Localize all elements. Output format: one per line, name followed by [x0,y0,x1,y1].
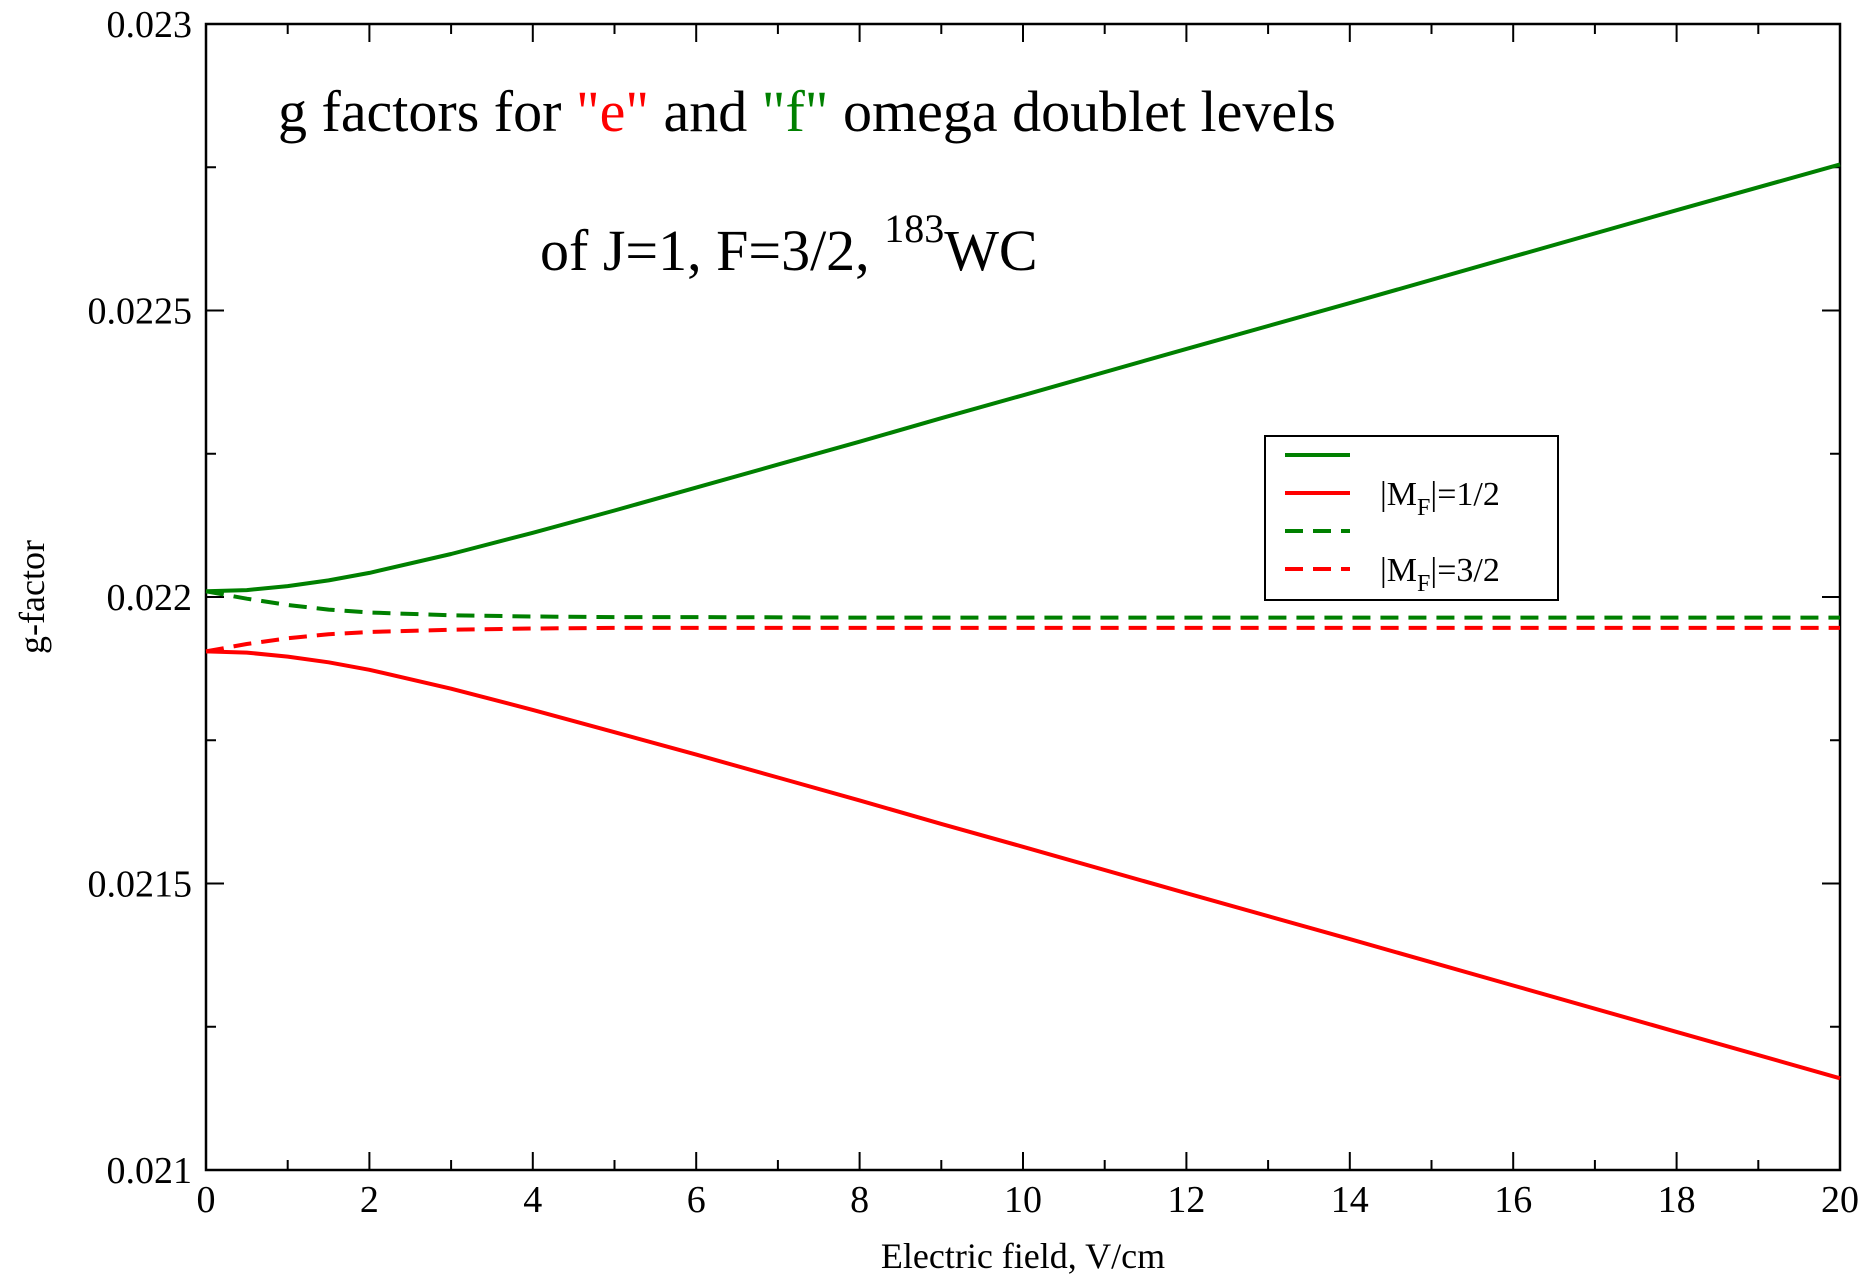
minor-ticks [206,24,1840,1170]
y-tick-label: 0.0225 [88,291,193,333]
series-line-3 [205,625,1840,654]
y-axis-label: g-factor [12,540,52,654]
x-tick-label: 10 [1004,1179,1042,1221]
title-part-3: "f" [762,79,829,144]
x-tick-label: 20 [1821,1179,1859,1221]
x-axis-label: Electric field, V/cm [881,1236,1165,1276]
chart-subtitle: of J=1, F=3/2, 183WC [540,206,1038,283]
major-ticks [205,23,1841,1171]
series-group [205,162,1841,1081]
legend-entries: |MF|=1/2 |MF|=3/2 [1285,453,1500,597]
subtitle-suffix: WC [944,218,1037,283]
y-tick-label: 0.023 [107,4,193,46]
title-part-1: "e" [576,79,649,144]
series-line-2 [205,589,1840,620]
legend-label-3: |MF|=3/2 [1380,552,1500,597]
y-tick-label: 0.021 [107,1150,193,1192]
chart-title: g factors for "e" and "f" omega doublet … [278,79,1336,144]
plot-frame [204,22,1842,1172]
x-tick-label: 4 [523,1179,542,1221]
x-tick-label: 6 [687,1179,706,1221]
series-line-0 [205,162,1841,594]
y-tick-labels: 0.021 0.0215 0.022 0.0225 0.023 [88,4,193,1192]
y-tick-label: 0.022 [107,577,193,619]
subtitle-prefix: of J=1, F=3/2, [540,218,884,283]
x-tick-label: 2 [360,1179,379,1221]
series-line-1 [205,649,1841,1081]
x-tick-labels: 0 2 4 6 8 10 12 14 16 18 20 [197,1179,1860,1221]
title-part-4: omega doublet levels [828,79,1335,144]
subtitle-superscript: 183 [884,206,944,251]
x-tick-label: 12 [1167,1179,1205,1221]
x-tick-label: 0 [197,1179,216,1221]
x-tick-label: 14 [1331,1179,1369,1221]
legend-label-1: |MF|=1/2 [1380,476,1500,521]
x-tick-label: 18 [1658,1179,1696,1221]
legend-box [1264,435,1559,601]
title-part-0: g factors for [278,79,576,144]
y-tick-label: 0.0215 [88,864,193,906]
legend: |MF|=1/2 |MF|=3/2 [1264,435,1559,601]
x-tick-label: 8 [850,1179,869,1221]
x-tick-label: 16 [1494,1179,1532,1221]
title-part-2: and [649,79,762,144]
